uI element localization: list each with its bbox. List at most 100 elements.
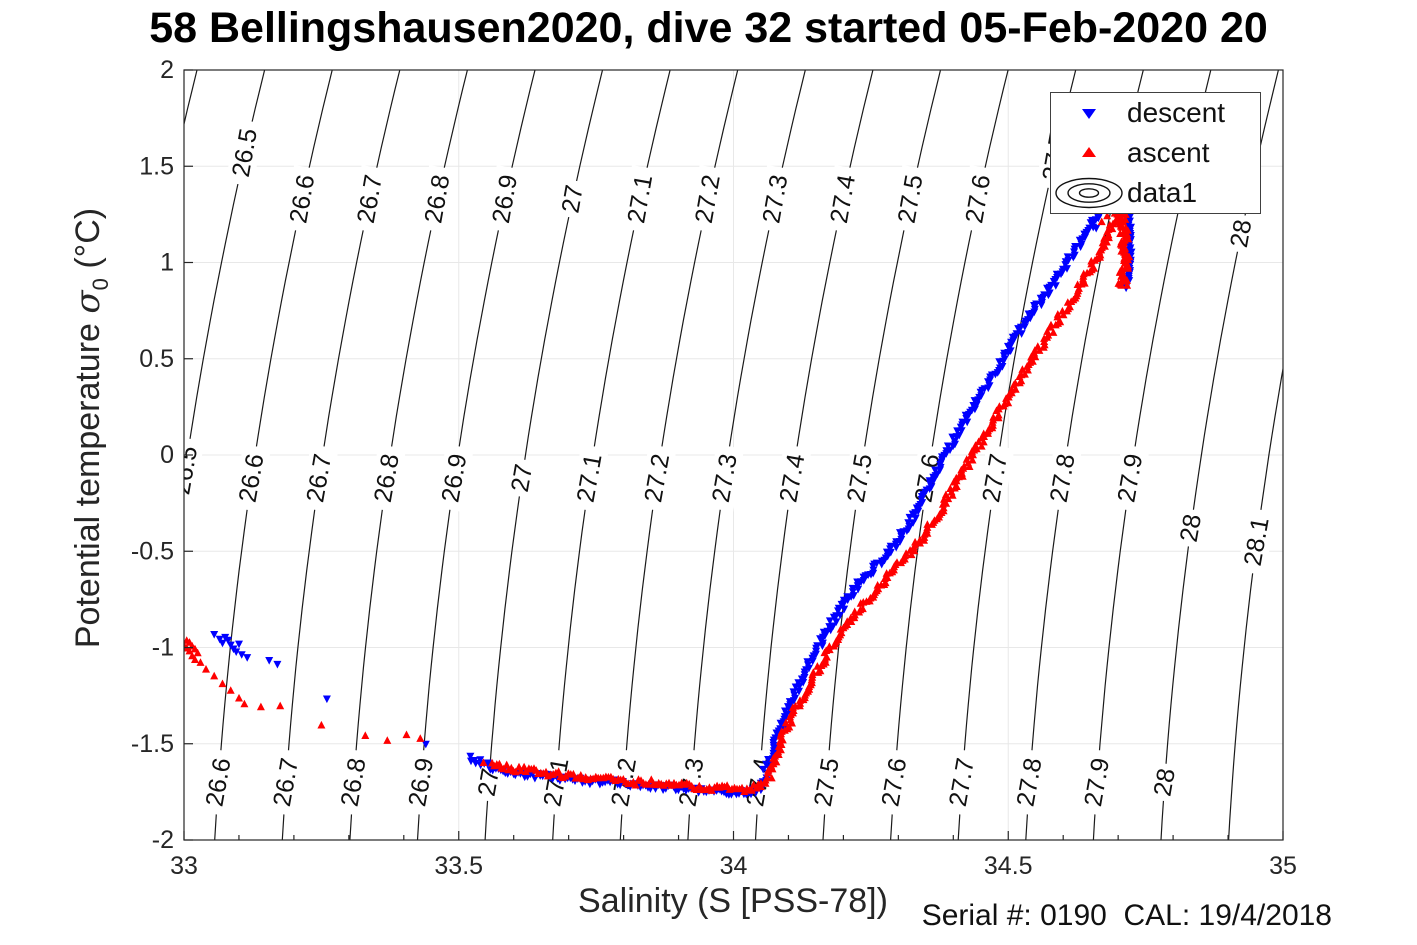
svg-text:26.9: 26.9 [436, 452, 472, 505]
x-axis-label: Salinity (S [PSS-78]) [578, 882, 888, 920]
y-tick-label: 2 [160, 56, 174, 84]
y-tick-label: -1 [152, 634, 174, 662]
svg-text:27.9: 27.9 [1112, 452, 1148, 505]
contour-label: 27.9 [1077, 748, 1117, 817]
svg-text:27.6: 27.6 [876, 756, 912, 809]
svg-text:27.4: 27.4 [774, 452, 810, 505]
x-tick-labels: 33 33.5 34 34.5 35 [170, 852, 1297, 880]
contour-label: 26.6 [282, 165, 322, 233]
contour-label: 27 [471, 761, 506, 803]
svg-text:26.7: 26.7 [268, 756, 304, 809]
contour-label: 27.7 [975, 444, 1015, 513]
svg-text:26.6: 26.6 [200, 756, 236, 809]
svg-text:26.7: 26.7 [301, 452, 337, 505]
contour-label: 27.1 [537, 748, 576, 817]
contour-label: 27.3 [705, 444, 745, 513]
x-tick-label: 34.5 [984, 852, 1033, 880]
x-tick-label: 33.5 [434, 852, 483, 880]
svg-text:27.1: 27.1 [622, 173, 658, 226]
legend-item-descent: descent [1051, 94, 1260, 132]
figure-title: 58 Bellingshausen2020, dive 32 started 0… [149, 4, 1268, 52]
contour-label: 26.9 [401, 748, 441, 817]
ascent-triangle-up-icon [1051, 145, 1127, 161]
contour-label: 27.4 [823, 165, 863, 233]
legend-box: descent ascent data1 [1050, 92, 1261, 214]
contour-rings-icon [1051, 176, 1127, 210]
contour-label: 27.5 [840, 444, 880, 513]
contour-label: 27.2 [688, 165, 728, 233]
contour-label: 26.6 [232, 444, 271, 513]
svg-text:27.5: 27.5 [842, 452, 878, 505]
svg-text:28: 28 [1175, 512, 1207, 544]
legend-item-data1: data1 [1051, 174, 1260, 212]
legend-label: descent [1127, 97, 1226, 128]
legend-label: ascent [1127, 137, 1210, 168]
x-tick-label: 33 [170, 852, 198, 880]
y-tick-label: -1.5 [131, 730, 174, 758]
svg-text:28: 28 [1225, 217, 1257, 249]
svg-text:27.8: 27.8 [1011, 756, 1047, 809]
contour-label: 26.8 [334, 748, 373, 817]
contour-label: 26.6 [199, 748, 238, 817]
contour-label: 27.6 [874, 748, 914, 817]
svg-text:27.4: 27.4 [825, 173, 861, 226]
svg-text:27: 27 [506, 462, 538, 494]
y-tick-label: 1 [160, 249, 174, 277]
contour-line [184, 70, 198, 127]
legend-item-ascent: ascent [1051, 134, 1260, 172]
svg-text:27.1: 27.1 [572, 452, 608, 505]
contour-label: 27.5 [807, 748, 847, 817]
contour-label: 27.5 [891, 165, 930, 233]
y-tick-label: 0 [160, 441, 174, 469]
contour-label: 26.9 [485, 165, 525, 233]
svg-text:27.2: 27.2 [690, 173, 726, 226]
contour-label: 26.5 [225, 118, 265, 187]
contour-line [1296, 70, 1413, 840]
svg-text:27.7: 27.7 [977, 452, 1013, 505]
descent-series [210, 200, 1136, 799]
x-tick-label: 34 [720, 852, 748, 880]
y-tick-label: -2 [152, 826, 174, 854]
contour-label: 26.7 [266, 748, 306, 817]
svg-text:27: 27 [556, 183, 588, 215]
svg-text:27.2: 27.2 [639, 452, 675, 505]
y-tick-label: 0.5 [139, 345, 174, 373]
contour-label: 26.7 [350, 165, 390, 233]
ascent-series [184, 201, 1134, 796]
contour-label: 27.1 [570, 444, 609, 513]
contour-label: 27 [505, 457, 539, 499]
descent-points [1121, 209, 1136, 293]
svg-text:26.9: 26.9 [487, 173, 523, 226]
contour-label: 26.9 [435, 444, 474, 513]
svg-text:26.6: 26.6 [234, 452, 270, 505]
contour-label: 27.8 [1010, 748, 1049, 817]
serial-annotation: Serial #: 0190 CAL: 19/4/2018 [921, 899, 1332, 932]
svg-text:26.9: 26.9 [403, 756, 439, 809]
contour-label: 27.6 [958, 165, 998, 233]
y-tick-labels: -2 -1.5 -1 -0.5 0 0.5 1 1.5 2 [131, 56, 174, 854]
svg-text:27.9: 27.9 [1079, 756, 1115, 809]
x-tick-label: 35 [1269, 852, 1297, 880]
contour-label: 27.1 [620, 165, 660, 233]
contour-label: 27.8 [1043, 444, 1083, 513]
y-tick-label: 1.5 [139, 152, 174, 180]
contour-label: 28 [1224, 212, 1259, 255]
contour-label: 26.7 [299, 444, 339, 513]
contour-line [1228, 365, 1283, 840]
svg-text:27.7: 27.7 [944, 756, 980, 809]
contour-label: 26.8 [367, 444, 407, 513]
svg-text:26.6: 26.6 [284, 173, 320, 226]
svg-text:26.7: 26.7 [352, 173, 388, 226]
contour-label: 27.3 [756, 165, 795, 233]
contour-label: 27.9 [1110, 444, 1150, 513]
axes-box [183, 69, 1284, 841]
svg-text:27.6: 27.6 [960, 173, 996, 226]
contour-label: 27 [555, 178, 590, 220]
contour-label: 27.7 [942, 748, 982, 817]
contour-label: 28 [1173, 507, 1208, 549]
svg-text:27.5: 27.5 [809, 756, 845, 809]
contour-label: 28.1 [1237, 507, 1277, 576]
svg-text:26.8: 26.8 [336, 756, 372, 809]
contour-label: 27.4 [773, 444, 812, 513]
